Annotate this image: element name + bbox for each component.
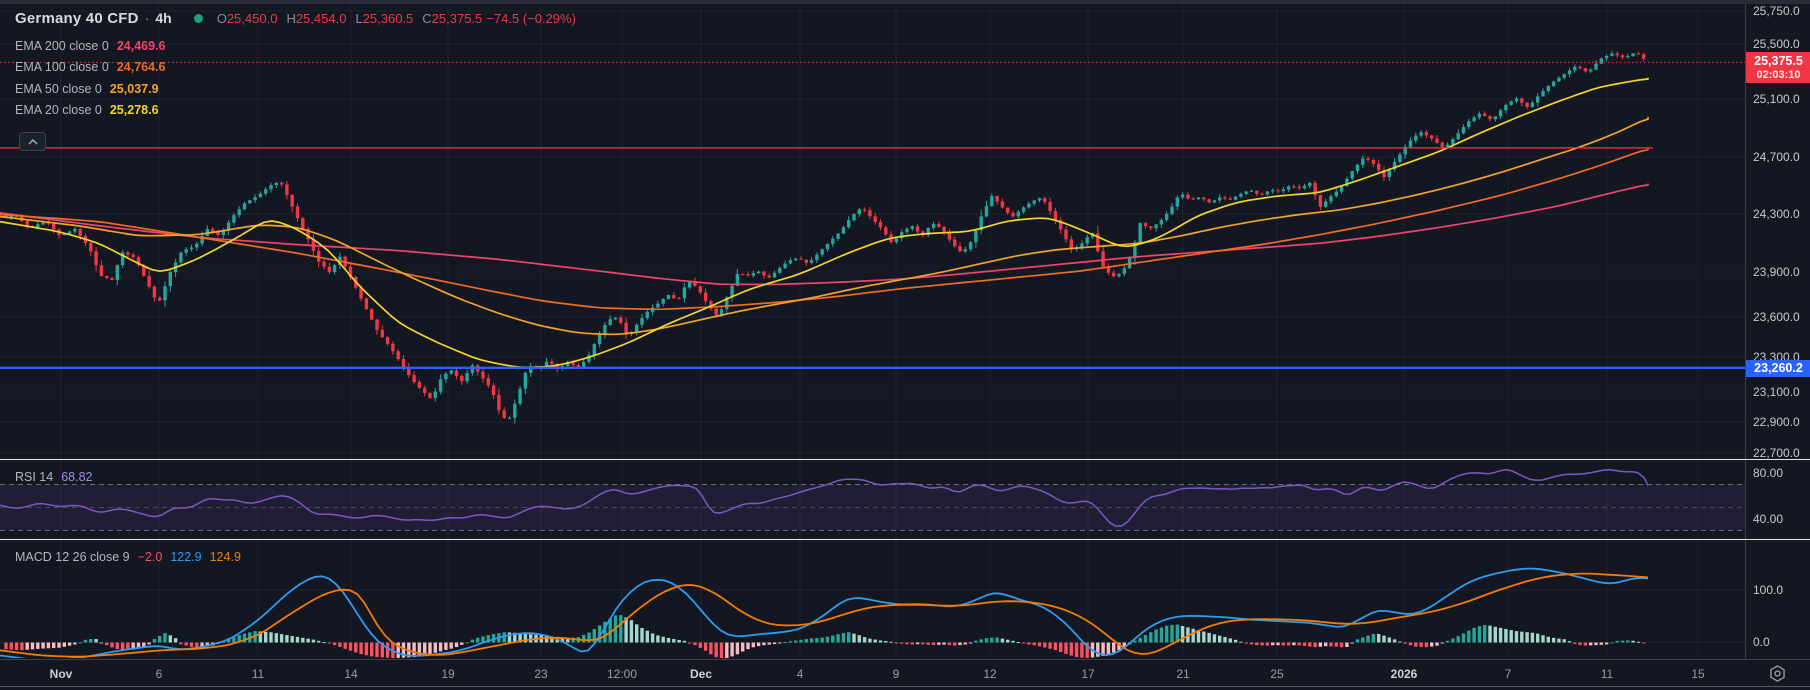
chevron-up-icon (27, 138, 38, 145)
price-axis-label: 40.00 (1753, 512, 1784, 526)
price-axis-label: 23,600.0 (1753, 310, 1800, 324)
window-top-edge (0, 0, 1810, 4)
current-price-tag: 25,375.5 02:03:10 (1746, 52, 1810, 83)
chart-canvas[interactable] (0, 0, 1745, 659)
ema200-line (0, 183, 1649, 286)
rsi-label: RSI 14 (15, 470, 54, 484)
current-price-value: 25,375.5 (1754, 54, 1803, 68)
bar-countdown: 02:03:10 (1756, 69, 1801, 81)
window-bottom-edge (0, 686, 1810, 687)
macd-signal-line (0, 572, 1649, 658)
price-axis-label: 22,700.0 (1753, 446, 1800, 460)
title-separator: · (144, 10, 150, 26)
macd-line-value: 122.9 (170, 550, 202, 564)
price-axis-label: 23,100.0 (1753, 385, 1800, 399)
ema-value: 24,764.6 (116, 60, 166, 75)
ema100-line (0, 147, 1649, 311)
macd-signal-value: 124.9 (209, 550, 241, 564)
time-axis-label: 21 (1176, 667, 1190, 681)
ema-label: EMA 20 close 0 (15, 103, 102, 118)
macd-label: MACD 12 26 close 9 (15, 550, 130, 564)
ema-label: EMA 50 close 0 (15, 81, 102, 96)
macd-line (0, 567, 1649, 658)
price-axis-label: 25,500.0 (1753, 37, 1800, 51)
macd-histogram-value: −2.0 (137, 550, 163, 564)
macd-legend-row[interactable]: MACD 12 26 close 9 −2.0 122.9 124.9 (15, 550, 241, 564)
time-axis-label: 25 (1270, 667, 1284, 681)
price-axis-label: 0.0 (1753, 635, 1770, 649)
time-axis-label: 19 (441, 667, 455, 681)
price-axis-label: 23,900.0 (1753, 265, 1800, 279)
rsi-band (0, 484, 1745, 531)
time-axis-label: 11 (1600, 667, 1614, 681)
time-axis-label: 23 (534, 667, 548, 681)
ema-legend-row[interactable]: EMA 50 close 0 25,037.9 (15, 78, 576, 100)
price-axis-label: 100.0 (1753, 583, 1784, 597)
time-axis-label: 12:00 (606, 667, 638, 681)
ohlc-pair: C25,375.5 (422, 10, 483, 26)
price-axis-label: 24,700.0 (1753, 150, 1800, 164)
time-axis-label: 14 (344, 667, 358, 681)
rsi-value: 68.82 (61, 470, 93, 484)
symbol-title-row[interactable]: Germany 40 CFD · 4h O25,450.0 H25,454.0 L2… (15, 8, 576, 28)
axis-settings-button[interactable] (1765, 663, 1789, 683)
market-status-icon (193, 13, 203, 23)
chart-legend: Germany 40 CFD · 4h O25,450.0 H25,454.0 L2… (15, 8, 576, 121)
rsi-line (0, 469, 1649, 528)
ema-label: EMA 200 close 0 (15, 38, 109, 53)
time-axis-label: 6 (155, 667, 163, 681)
price-axis-label: 25,100.0 (1753, 92, 1800, 106)
macd-series (0, 567, 1649, 658)
ema-value: 25,037.9 (109, 81, 159, 96)
horizontal-price-lines[interactable] (0, 61, 1745, 370)
price-axis-label: 24,300.0 (1753, 207, 1800, 221)
ema-legend-row[interactable]: EMA 20 close 0 25,278.6 (15, 100, 576, 122)
time-axis-label: 2026 (1390, 667, 1418, 681)
price-axis-label: 25,750.0 (1753, 4, 1800, 18)
ohlc-values: O25,450.0 H25,454.0 L25,360.5 C25,375.5 (217, 11, 483, 26)
pane-separator-rsi-macd[interactable] (0, 539, 1810, 540)
price-axis-label: 22,900.0 (1753, 415, 1800, 429)
time-axis[interactable]: Nov 6 11 14 19 23 12:00 Dec 4 9 12 17 21 25 2026 7 11 15 (0, 659, 1810, 690)
ema50-line (0, 116, 1649, 336)
time-axis-label: 7 (1504, 667, 1512, 681)
time-axis-label: 11 (251, 667, 265, 681)
ohlc-pair: L25,360.5 (355, 10, 414, 26)
time-axis-label: 15 (1691, 667, 1705, 681)
time-axis-label: Dec (689, 667, 713, 681)
ema-legend-row[interactable]: EMA 100 close 0 24,764.6 (15, 57, 576, 79)
settings-hexagon-icon (1769, 664, 1785, 682)
time-axis-label: Nov (49, 667, 73, 681)
time-axis-label: 4 (796, 667, 804, 681)
price-level-tag: 23,260.2 (1746, 359, 1810, 377)
rsi-legend-row[interactable]: RSI 14 68.82 (15, 470, 93, 484)
collapse-legend-button[interactable] (19, 132, 46, 151)
time-axis-label: 12 (983, 667, 997, 681)
change-value: −74.5 (−0.29%) (486, 10, 576, 26)
ema-value: 25,278.6 (109, 103, 159, 118)
ohlc-pair: H25,454.0 (286, 10, 347, 26)
time-axis-label: 17 (1081, 667, 1095, 681)
ema-legend-row[interactable]: EMA 200 close 0 24,469.6 (15, 35, 576, 57)
candlestick-series (4, 50, 1646, 424)
ema-legend-rows: EMA 200 close 0 24,469.6 EMA 100 close 0 24… (15, 35, 576, 121)
ema-label: EMA 100 close 0 (15, 60, 109, 75)
ema-value: 24,469.6 (116, 38, 166, 53)
price-axis[interactable]: 0.0 100.0 40.00 80.00 22,700.0 22,900.0 23,100… (1745, 4, 1810, 659)
price-axis-label: 80.00 (1753, 466, 1784, 480)
ema-lines (0, 77, 1649, 369)
ema20-line (0, 77, 1649, 369)
ohlc-pair: O25,450.0 (216, 10, 278, 26)
pane-separator-price-rsi[interactable] (0, 459, 1810, 460)
timeframe-label[interactable]: 4h (155, 10, 172, 26)
symbol-name[interactable]: Germany 40 CFD (15, 9, 139, 27)
time-axis-label: 9 (892, 667, 900, 681)
